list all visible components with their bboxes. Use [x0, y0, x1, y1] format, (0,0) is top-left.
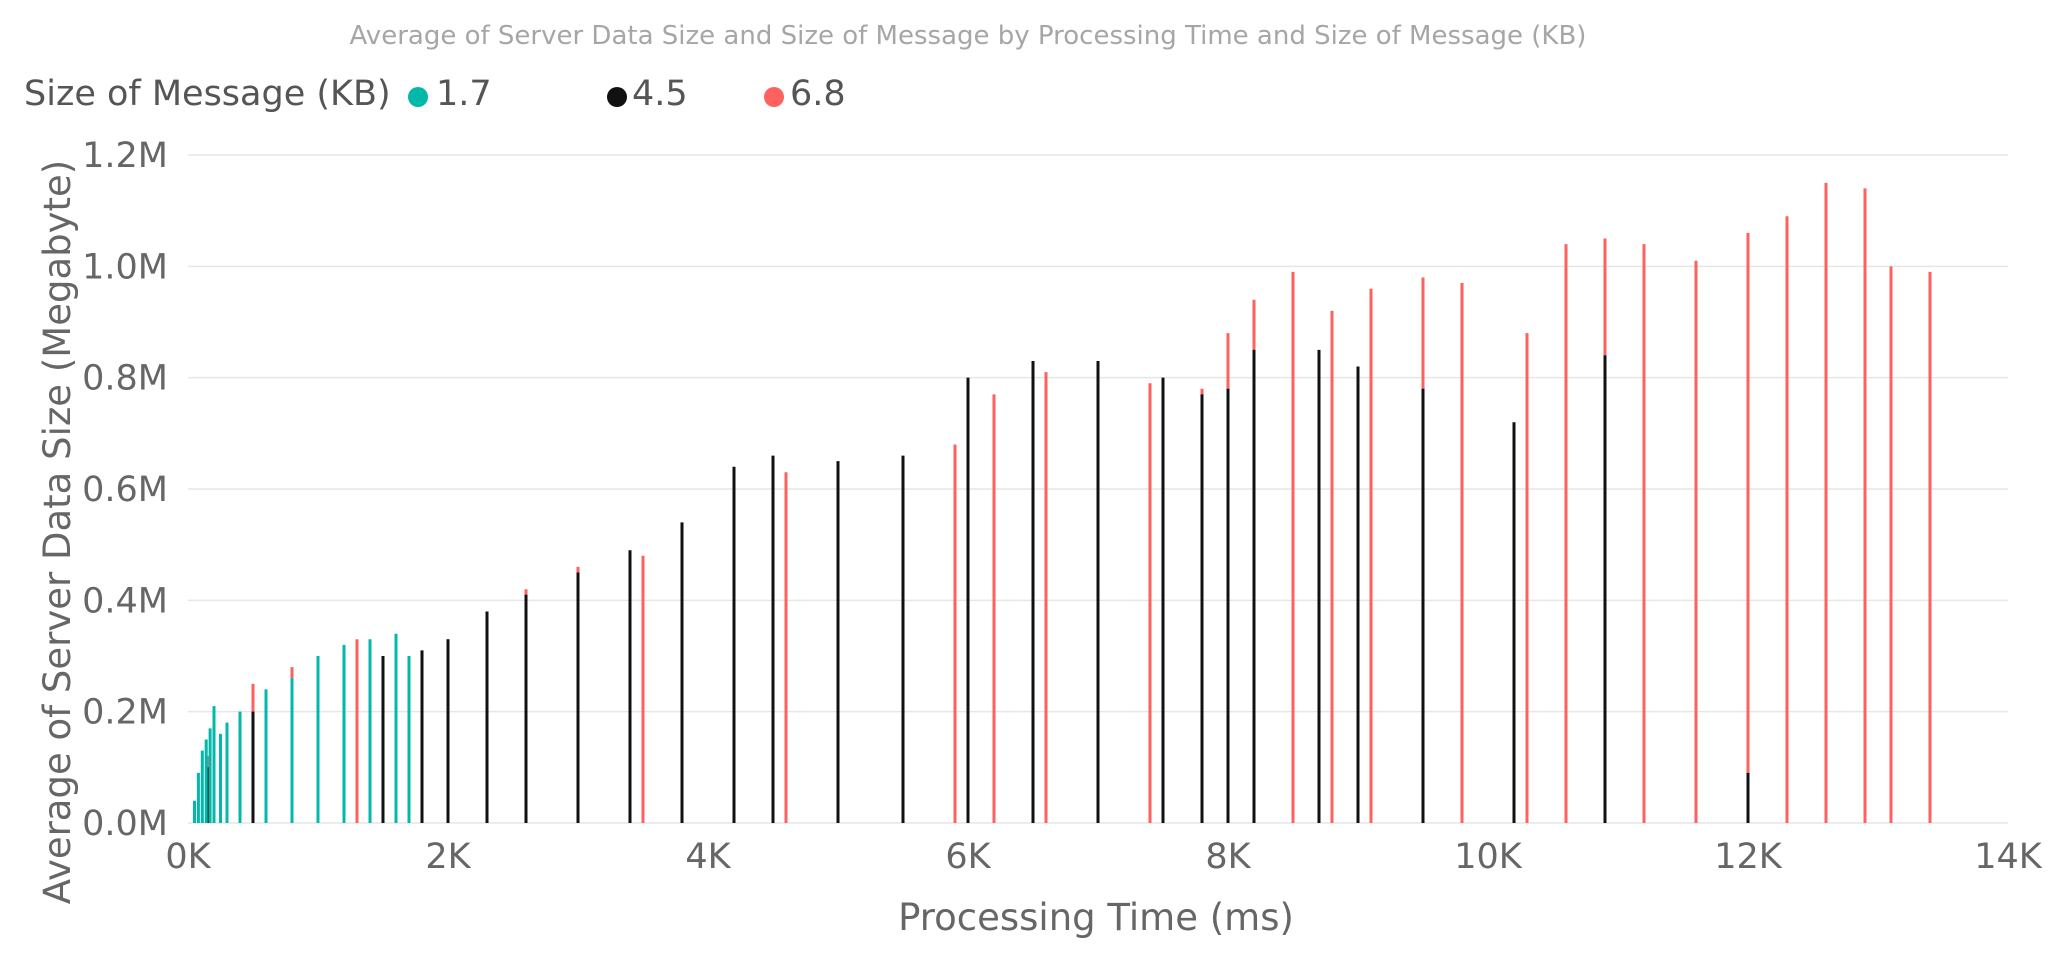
x-tick-label: 4K [685, 837, 731, 877]
x-tick-label: 10K [1454, 837, 1523, 877]
legend-marker-series-2 [607, 87, 627, 107]
series-4.5 [206, 349, 1750, 823]
legend-marker-series-3 [764, 87, 784, 107]
series-6.8 [206, 182, 1932, 823]
y-axis-title: Average of Server Data Size (Megabyte) [36, 160, 79, 904]
y-tick-label: 0.2M [82, 693, 168, 733]
x-tick-label: 14K [1974, 837, 2043, 877]
y-tick-label: 0.8M [82, 359, 168, 399]
x-tick-label: 6K [945, 837, 991, 877]
legend-label-series-1: 1.7 [436, 74, 492, 114]
x-axis-title: Processing Time (ms) [898, 896, 1294, 939]
legend-marker-series-1 [408, 87, 428, 107]
y-tick-label: 1.2M [82, 136, 168, 176]
x-tick-label: 0K [165, 837, 211, 877]
legend-title: Size of Message (KB) [24, 74, 391, 114]
x-axis-ticks: 0K 2K 4K 6K 8K 10K 12K 14K [165, 837, 2042, 877]
x-tick-label: 2K [425, 837, 471, 877]
x-tick-label: 8K [1205, 837, 1251, 877]
chart-title: Average of Server Data Size and Size of … [350, 21, 1587, 51]
legend-label-series-3: 6.8 [790, 74, 846, 114]
x-tick-label: 12K [1714, 837, 1783, 877]
plot-area [193, 182, 1932, 823]
y-tick-label: 0.4M [82, 581, 168, 621]
legend-label-series-2: 4.5 [632, 74, 688, 114]
series-1.7 [193, 633, 411, 823]
y-tick-label: 0.0M [82, 804, 168, 844]
y-tick-label: 1.0M [82, 247, 168, 287]
legend: Size of Message (KB) 1.7 4.5 6.8 [24, 74, 846, 114]
y-axis-ticks: 0.0M 0.2M 0.4M 0.6M 0.8M 1.0M 1.2M [82, 136, 168, 844]
y-tick-label: 0.6M [82, 470, 168, 510]
